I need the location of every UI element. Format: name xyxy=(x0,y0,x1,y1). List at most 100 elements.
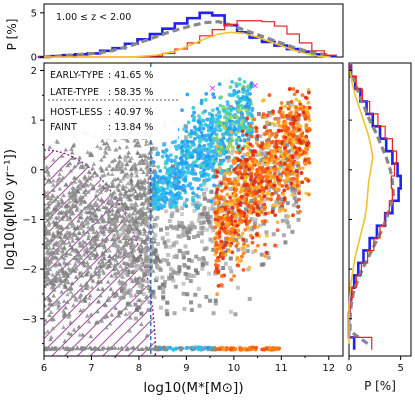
faint-point xyxy=(240,112,245,117)
late-type-point xyxy=(205,177,209,182)
bottom-band-point xyxy=(152,347,157,352)
hostless-point xyxy=(127,211,132,217)
late-type-point xyxy=(227,125,232,130)
early-type-point xyxy=(230,234,235,239)
early-type-point xyxy=(255,168,260,172)
hostless-point xyxy=(44,201,47,206)
faint-point xyxy=(165,231,170,236)
early-type-point xyxy=(296,160,300,165)
hostless-point xyxy=(98,224,103,230)
early-type-point xyxy=(217,231,222,236)
hostless-point xyxy=(78,308,83,313)
hostless-point xyxy=(132,138,137,143)
hostless-point xyxy=(134,173,140,178)
hostless-point xyxy=(71,303,76,308)
early-type-point xyxy=(276,194,281,198)
hostless-point xyxy=(85,215,90,220)
faint-point xyxy=(243,207,248,212)
late-type-point xyxy=(215,106,220,111)
late-type-point xyxy=(191,176,196,181)
hostless-point xyxy=(65,163,71,168)
early-type-point xyxy=(286,214,291,219)
late-type-point xyxy=(162,204,167,208)
early-type-point xyxy=(225,216,230,221)
hostless-point xyxy=(133,220,139,225)
faint-point xyxy=(135,263,140,268)
hostless-point xyxy=(109,159,115,164)
hostless-point xyxy=(142,188,147,193)
hostless-point xyxy=(73,261,78,266)
late-type-point xyxy=(168,183,173,187)
faint-point xyxy=(279,110,284,115)
faint-point xyxy=(183,244,188,249)
late-type-point xyxy=(214,124,219,129)
hostless-point xyxy=(129,249,135,254)
hostless-point xyxy=(67,190,72,195)
hostless-point xyxy=(125,195,131,200)
faint-point xyxy=(148,261,153,266)
early-type-point xyxy=(214,220,218,225)
faint-point xyxy=(265,145,270,150)
hostless-point xyxy=(80,199,86,204)
faint-point xyxy=(213,298,218,303)
early-type-point xyxy=(236,235,241,240)
x-tick-label: 6 xyxy=(41,363,47,374)
hostless-point xyxy=(94,251,100,256)
faint-point xyxy=(289,116,294,121)
late-type-point xyxy=(193,125,197,130)
late-type-point xyxy=(210,113,215,118)
hostless-point xyxy=(68,168,74,173)
hostless-point xyxy=(64,261,70,266)
faint-point xyxy=(249,198,254,203)
hostless-point xyxy=(122,154,128,159)
hostless-point xyxy=(98,189,104,195)
hostless-point xyxy=(44,222,47,227)
main-frame xyxy=(43,62,344,357)
hostless-point xyxy=(69,193,75,198)
early-type-point xyxy=(273,116,278,121)
hostless-point xyxy=(92,216,98,221)
hostless-point xyxy=(60,214,66,219)
early-type-point xyxy=(291,115,296,120)
late-type-point xyxy=(180,172,185,177)
faint-point xyxy=(133,230,138,235)
late-type-point xyxy=(236,137,241,142)
late-type-point xyxy=(180,145,184,149)
hostless-point xyxy=(61,273,66,278)
late-type-point xyxy=(152,198,157,203)
late-type-point xyxy=(184,204,189,209)
faint-point xyxy=(294,155,299,160)
legend-label: LATE-TYPE xyxy=(50,87,99,98)
early-type-point xyxy=(300,93,305,98)
early-type-point xyxy=(297,152,302,157)
faint-point xyxy=(165,300,170,305)
hostless-point xyxy=(124,144,130,149)
late-type-point xyxy=(192,110,197,115)
late-type-point xyxy=(210,108,215,113)
magenta-cross-marker: × xyxy=(251,81,259,91)
hostless-point xyxy=(90,218,96,223)
hostless-point xyxy=(87,176,93,181)
hostless-point xyxy=(89,252,95,258)
faint-point xyxy=(226,158,231,163)
hostless-point xyxy=(114,290,119,295)
early-type-point xyxy=(233,219,238,224)
early-type-point xyxy=(276,157,281,161)
hostless-point xyxy=(45,247,51,252)
faint-point xyxy=(141,180,146,185)
late-type-point xyxy=(185,154,190,159)
early-type-point xyxy=(275,220,280,225)
early-type-point xyxy=(251,182,256,187)
late-type-point xyxy=(151,160,156,165)
hostless-point xyxy=(105,236,110,241)
early-type-point xyxy=(256,162,261,166)
bottom-band-point xyxy=(57,346,62,350)
faint-point xyxy=(278,173,283,178)
faint-point xyxy=(205,211,210,216)
late-type-point xyxy=(228,85,233,90)
faint-point xyxy=(161,295,166,300)
early-type-point xyxy=(295,176,299,181)
hostless-point xyxy=(139,222,144,227)
hostless-point xyxy=(128,177,134,182)
hostless-point xyxy=(47,277,52,282)
